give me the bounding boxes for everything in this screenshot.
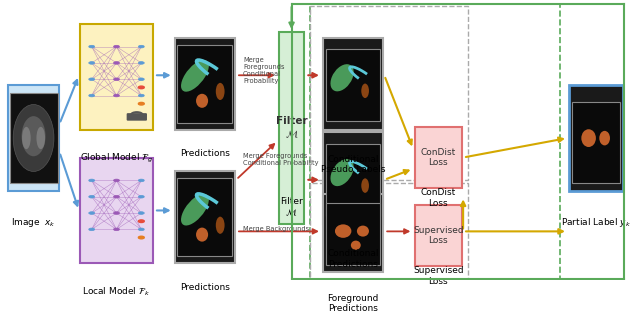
Circle shape — [89, 195, 95, 198]
FancyBboxPatch shape — [177, 178, 232, 256]
Circle shape — [89, 179, 95, 182]
Circle shape — [89, 62, 95, 64]
Circle shape — [113, 212, 120, 214]
Text: Merge
Foregrounds
Conditional
Probability: Merge Foregrounds Conditional Probabilit… — [243, 57, 284, 84]
Circle shape — [89, 212, 95, 214]
Text: Foreground
Predictions: Foreground Predictions — [328, 294, 379, 313]
Circle shape — [138, 62, 144, 64]
Circle shape — [113, 78, 120, 80]
Text: Conditional
Pseudo Labels: Conditional Pseudo Labels — [321, 155, 385, 174]
FancyBboxPatch shape — [415, 205, 462, 266]
Text: Image  $x_k$: Image $x_k$ — [11, 216, 56, 229]
Ellipse shape — [22, 116, 45, 156]
Circle shape — [138, 94, 144, 97]
Circle shape — [138, 86, 144, 89]
Ellipse shape — [216, 83, 225, 100]
Circle shape — [89, 45, 95, 48]
FancyBboxPatch shape — [326, 49, 381, 121]
Text: Supervised
Loss: Supervised Loss — [413, 226, 463, 245]
Ellipse shape — [181, 60, 209, 92]
Text: Filter
$\mathcal{M}$: Filter $\mathcal{M}$ — [276, 116, 307, 140]
FancyBboxPatch shape — [177, 44, 232, 123]
FancyBboxPatch shape — [80, 157, 153, 264]
FancyBboxPatch shape — [323, 38, 383, 130]
Circle shape — [113, 62, 120, 64]
FancyBboxPatch shape — [10, 93, 58, 182]
Circle shape — [113, 45, 120, 48]
Text: Conditional
Predictions: Conditional Predictions — [327, 249, 379, 269]
Ellipse shape — [181, 194, 209, 225]
Circle shape — [138, 220, 144, 223]
Circle shape — [113, 228, 120, 231]
Text: Global Model $\mathcal{F}_g$: Global Model $\mathcal{F}_g$ — [80, 152, 153, 165]
Circle shape — [113, 179, 120, 182]
FancyBboxPatch shape — [415, 127, 462, 188]
Circle shape — [89, 94, 95, 97]
Text: Partial Label $y_k$: Partial Label $y_k$ — [561, 216, 631, 229]
FancyBboxPatch shape — [175, 38, 235, 130]
Text: Merge Foregrounds
Conditional Probability: Merge Foregrounds Conditional Probabilit… — [243, 153, 319, 166]
Text: Local Model $\mathcal{F}_k$: Local Model $\mathcal{F}_k$ — [83, 286, 150, 298]
Circle shape — [138, 179, 144, 182]
Circle shape — [138, 102, 144, 105]
Ellipse shape — [36, 127, 45, 149]
Circle shape — [138, 195, 144, 198]
Text: Merge Backgrounds: Merge Backgrounds — [243, 226, 309, 232]
Ellipse shape — [196, 94, 208, 108]
FancyBboxPatch shape — [569, 85, 623, 191]
FancyBboxPatch shape — [175, 172, 235, 264]
Ellipse shape — [196, 228, 208, 242]
Ellipse shape — [599, 131, 610, 146]
Ellipse shape — [330, 159, 354, 186]
Circle shape — [138, 228, 144, 231]
FancyBboxPatch shape — [326, 144, 381, 216]
FancyBboxPatch shape — [8, 85, 60, 191]
Circle shape — [138, 236, 144, 239]
FancyBboxPatch shape — [323, 194, 383, 272]
Text: Predictions: Predictions — [180, 149, 230, 158]
Circle shape — [113, 94, 120, 97]
FancyBboxPatch shape — [572, 102, 620, 182]
Ellipse shape — [351, 241, 361, 250]
Ellipse shape — [362, 178, 369, 193]
Circle shape — [138, 45, 144, 48]
Ellipse shape — [13, 105, 54, 172]
Text: Filter
$\mathcal{M}$: Filter $\mathcal{M}$ — [280, 197, 303, 218]
Circle shape — [138, 212, 144, 214]
Text: Supervised
Loss: Supervised Loss — [413, 266, 463, 286]
Circle shape — [89, 228, 95, 231]
Ellipse shape — [335, 224, 351, 238]
Ellipse shape — [330, 64, 354, 91]
Ellipse shape — [581, 129, 596, 147]
Circle shape — [89, 78, 95, 80]
FancyBboxPatch shape — [127, 114, 147, 120]
FancyBboxPatch shape — [326, 203, 381, 265]
Circle shape — [113, 195, 120, 198]
Ellipse shape — [357, 226, 369, 237]
Ellipse shape — [216, 217, 225, 234]
Text: Predictions: Predictions — [180, 283, 230, 292]
Text: ConDist
Loss: ConDist Loss — [420, 148, 456, 167]
FancyBboxPatch shape — [80, 24, 153, 130]
FancyBboxPatch shape — [279, 32, 304, 224]
Text: ConDist
Loss: ConDist Loss — [420, 188, 456, 208]
Ellipse shape — [22, 127, 31, 149]
Ellipse shape — [362, 84, 369, 98]
Circle shape — [138, 78, 144, 80]
FancyBboxPatch shape — [323, 132, 383, 224]
